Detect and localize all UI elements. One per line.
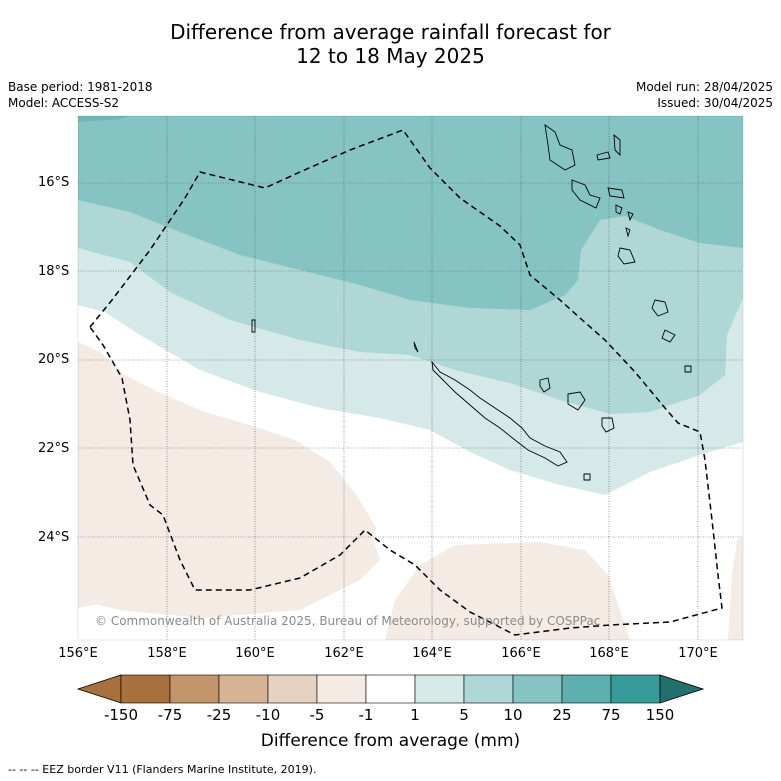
colorbar-cell [267, 674, 318, 704]
loyalty-island-lifou [567, 391, 586, 411]
wet-band-10-25 [78, 116, 743, 310]
meta-left: Base period: 1981-2018 Model: ACCESS-S2 [8, 79, 153, 111]
lat-label-16s: 16°S [38, 175, 70, 190]
colorbar-cell [561, 674, 612, 704]
model-run: Model run: 28/04/2025 [635, 80, 773, 94]
dry-region-south [78, 536, 380, 618]
map-frame [77, 115, 744, 641]
colorbar-cell [316, 674, 367, 704]
issued-date: Issued: 30/04/2025 [657, 96, 773, 110]
loyalty-island-ouvea [539, 377, 551, 393]
dry-region-southwest [78, 342, 376, 608]
colorbar-cell [365, 674, 416, 704]
colorbar-cell [169, 674, 220, 704]
colorbar-tick: -5 [309, 706, 325, 724]
model-name: Model: ACCESS-S2 [8, 96, 120, 110]
meta-right: Model run: 28/04/2025 Issued: 30/04/2025 [636, 79, 773, 111]
dry-region-southcentral [385, 542, 630, 640]
colorbar-tick: 75 [601, 706, 621, 724]
colorbar-tick: 150 [645, 706, 675, 724]
lon-label-168e: 168°E [589, 646, 629, 661]
lat-label-24s: 24°S [38, 530, 70, 545]
dry-region-southeast [728, 536, 743, 640]
lon-label-166e: 166°E [501, 646, 541, 661]
loyalty-island-mare [601, 417, 615, 433]
colorbar-tick: 1 [410, 706, 420, 724]
colorbar-tick: -10 [255, 706, 281, 724]
colorbar-tick: 5 [459, 706, 469, 724]
colorbar-cell [218, 674, 269, 704]
colorbar-cell [610, 674, 661, 704]
colorbar-title: Difference from average (mm) [260, 731, 521, 751]
lat-label-20s: 20°S [38, 352, 70, 367]
colorbar-tick: -25 [206, 706, 232, 724]
chesterfield-reef [251, 319, 256, 333]
lon-label-164e: 164°E [412, 646, 452, 661]
colorbar-tick: 10 [503, 706, 523, 724]
lon-label-158e: 158°E [147, 646, 187, 661]
colorbar-tick: -75 [157, 706, 183, 724]
wet-band-25-75 [78, 116, 130, 122]
colorbar-tick: -1 [358, 706, 374, 724]
new-caledonia-island [431, 360, 568, 467]
colorbar-cell [414, 674, 465, 704]
colorbar-extend-high [659, 674, 705, 704]
gridlines [78, 116, 743, 640]
colorbar-extend-low [76, 674, 122, 704]
base-period: Base period: 1981-2018 [8, 80, 153, 94]
title-line-1: Difference from average rainfall forecas… [170, 20, 611, 44]
colorbar-tick: -150 [103, 706, 139, 724]
colorbar [76, 674, 705, 704]
colorbar-cell [463, 674, 514, 704]
lon-label-162e: 162°E [324, 646, 364, 661]
lat-label-18s: 18°S [38, 264, 70, 279]
colorbar-tick: 25 [552, 706, 572, 724]
lon-label-156e: 156°E [58, 646, 98, 661]
lon-label-160e: 160°E [235, 646, 275, 661]
lat-label-22s: 22°S [38, 441, 70, 456]
map-title: Difference from average rainfall forecas… [0, 20, 781, 68]
eez-legend-note: -- -- -- EEZ border V11 (Flanders Marine… [8, 763, 317, 776]
colorbar-cell [120, 674, 171, 704]
vanuatu-islands [544, 124, 692, 373]
belep-islands [413, 341, 419, 353]
lon-label-170e: 170°E [678, 646, 718, 661]
eez-border [89, 129, 723, 636]
copyright-notice: © Commonwealth of Australia 2025, Bureau… [95, 614, 601, 628]
colorbar-cell [512, 674, 563, 704]
isle-of-pines [583, 473, 591, 481]
title-line-2: 12 to 18 May 2025 [296, 44, 485, 68]
